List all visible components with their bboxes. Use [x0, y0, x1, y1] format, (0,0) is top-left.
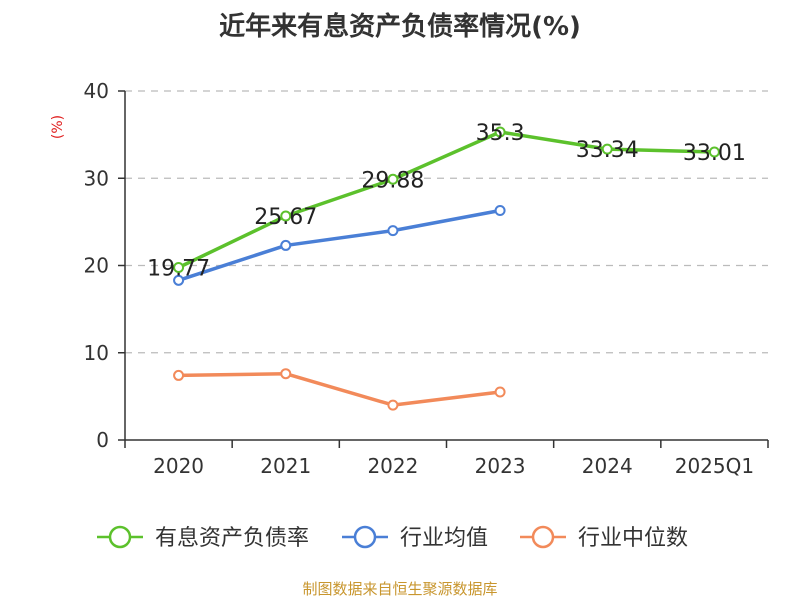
series-point-0 — [708, 146, 720, 158]
legend-label-2: 行业中位数 — [578, 526, 688, 551]
chart-title: 近年来有息资产负债率情况(%) — [219, 12, 581, 42]
y-tick-label: 0 — [96, 428, 109, 452]
data-label: 19.77 — [147, 257, 210, 282]
data-label: 33.34 — [576, 138, 639, 163]
series-point-0 — [494, 126, 506, 138]
series-point-0 — [173, 262, 185, 274]
source-note: 制图数据来自恒生聚源数据库 — [302, 580, 498, 598]
data-label: 29.88 — [361, 168, 424, 193]
legend-marker-0 — [108, 525, 132, 549]
legend-label-1: 行业均值 — [400, 526, 488, 551]
y-axis-unit-label: (%) — [50, 115, 66, 139]
legend-layer: 有息资产负债率 行业均值 行业中位数 — [97, 525, 688, 551]
grid-layer — [125, 90, 768, 354]
x-tick-label: 2025Q1 — [675, 454, 754, 478]
legend-marker-1 — [353, 525, 377, 549]
data-label: 25.67 — [254, 205, 317, 230]
label-layer: 19.77 25.67 29.88 35.3 33.34 33.01 — [147, 121, 746, 281]
series-point-1 — [280, 239, 292, 251]
data-label: 35.3 — [476, 121, 525, 146]
y-tick-label: 20 — [84, 254, 109, 278]
series-line-2 — [176, 371, 502, 407]
legend-marker-2 — [531, 525, 555, 549]
series-point-2 — [173, 369, 185, 381]
x-tick-label: 2020 — [153, 454, 204, 478]
series-point-0 — [387, 173, 399, 185]
series-point-2 — [387, 399, 399, 411]
series-line-0 — [176, 130, 717, 270]
series-point-2 — [494, 386, 506, 398]
data-label: 33.01 — [683, 141, 746, 166]
series-layer — [173, 126, 720, 411]
axis-layer: 0 10 20 30 40 2020 2021 2022 2023 2024 2025Q1 (%) — [50, 79, 769, 478]
y-tick-label: 30 — [84, 166, 109, 190]
series-point-2 — [280, 368, 292, 380]
x-tick-label: 2023 — [475, 454, 526, 478]
series-point-0 — [280, 210, 292, 222]
series-point-1 — [387, 225, 399, 237]
legend-label-0: 有息资产负债率 — [155, 526, 309, 551]
series-line-1 — [176, 208, 502, 283]
x-tick-label: 2022 — [367, 454, 418, 478]
series-point-0 — [601, 143, 613, 155]
series-point-1 — [494, 205, 506, 217]
x-tick-label: 2021 — [260, 454, 311, 478]
x-tick-label: 2024 — [582, 454, 633, 478]
y-tick-label: 40 — [84, 79, 109, 103]
y-tick-label: 10 — [84, 341, 109, 365]
series-point-1 — [173, 274, 185, 286]
